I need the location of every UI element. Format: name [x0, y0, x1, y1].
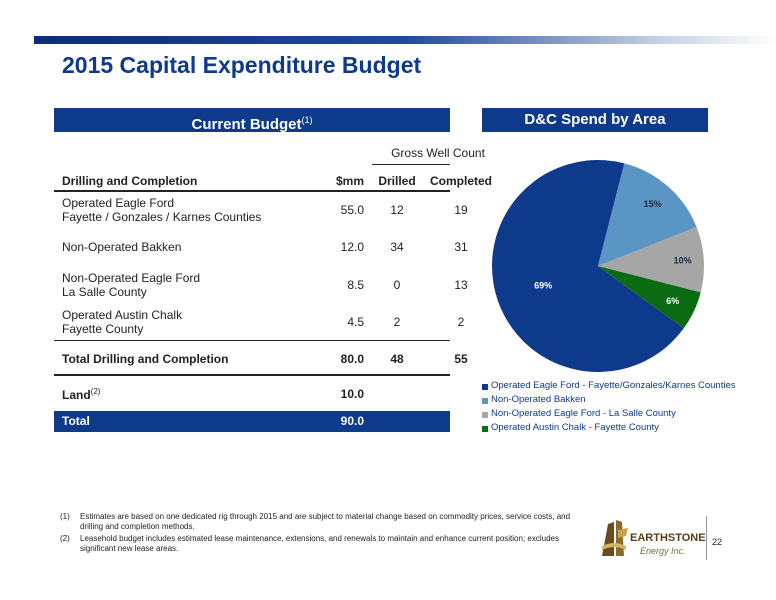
row-completed: 13 [454, 278, 468, 292]
column-header-name: Drilling and Completion [62, 174, 198, 188]
pie-data-label: 69% [534, 281, 552, 291]
row-name-line1: Operated Eagle Ford [62, 196, 175, 210]
legend-item: Non-Operated Eagle Ford - La Salle Count… [482, 408, 736, 422]
pie-data-label: 6% [666, 296, 679, 306]
land-name: Land [62, 388, 91, 402]
legend-swatch [482, 426, 488, 432]
footnote-2-text: Leasehold budget includes estimated leas… [80, 534, 559, 553]
land-mm: 10.0 [340, 387, 364, 401]
legend-item: Non-Operated Bakken [482, 394, 736, 408]
row-mm: 4.5 [347, 315, 364, 329]
subtotal-drilled: 48 [390, 352, 404, 366]
legend-swatch [482, 384, 488, 390]
legend-item: Operated Austin Chalk - Fayette County [482, 422, 736, 436]
group-header-rule [372, 164, 450, 165]
legend-swatch [482, 412, 488, 418]
row-mm: 8.5 [347, 278, 364, 292]
row-drilled: 0 [393, 278, 401, 292]
legend-label: Non-Operated Eagle Ford - La Salle Count… [491, 408, 676, 419]
total-row: Total 90.0 [54, 411, 450, 432]
subtotal-completed: 55 [454, 352, 468, 366]
column-header-mm: $mm [335, 174, 364, 188]
row-name-line1: Operated Austin Chalk [62, 308, 183, 322]
total-mm: 90.0 [340, 414, 364, 428]
legend-label: Operated Eagle Ford - Fayette/Gonzales/K… [491, 380, 736, 391]
current-budget-label: Current Budget [191, 116, 302, 133]
row-mm: 12.0 [340, 240, 364, 254]
pie-slice [492, 160, 684, 372]
pie-slice [598, 226, 704, 293]
logo-wordmark: EARTHSTONE [630, 532, 706, 544]
subtotal-name: Total Drilling and Completion [62, 352, 229, 366]
subtotal-mm: 80.0 [340, 352, 364, 366]
footnote-2-number: (2) [60, 534, 70, 543]
row-name-line2: Fayette / Gonzales / Karnes Counties [62, 210, 262, 224]
page-number: 22 [712, 537, 723, 547]
page-title: 2015 Capital Expenditure Budget [62, 52, 422, 78]
subtotal-top-rule [54, 340, 450, 341]
row-name-line1: Non-Operated Eagle Ford [62, 271, 201, 285]
footnote-ref-2: (2) [90, 387, 101, 396]
footnote-1: (1) Estimates are based on one dedicated… [60, 512, 580, 532]
row-completed: 31 [454, 240, 468, 254]
gross-well-count-header: Gross Well Count [391, 146, 485, 160]
logo-subtitle: Energy Inc. [640, 546, 686, 556]
header-rule [54, 190, 450, 192]
pie-legend: Operated Eagle Ford - Fayette/Gonzales/K… [482, 380, 736, 436]
earthstone-logo: EARTHSTONE Energy Inc. [602, 520, 706, 556]
pie-data-label: 15% [644, 199, 662, 209]
footnote-2: (2) Leasehold budget includes estimated … [60, 534, 580, 554]
row-name-line2: La Salle County [62, 285, 147, 299]
pie-data-label: 10% [674, 256, 692, 266]
logo-mark-icon [602, 520, 628, 556]
row-drilled: 2 [393, 315, 401, 329]
row-completed: 2 [457, 315, 465, 329]
footnote-1-number: (1) [60, 512, 70, 521]
top-accent-bar [34, 36, 776, 44]
pie-slice [598, 266, 701, 329]
footnote-1-text: Estimates are based on one dedicated rig… [80, 512, 571, 531]
logo-divider [706, 516, 707, 560]
footnotes: (1) Estimates are based on one dedicated… [60, 512, 580, 556]
current-budget-header: Current Budget(1) [54, 108, 450, 133]
pie-slice [598, 163, 697, 266]
column-header-drilled: Drilled [378, 174, 416, 188]
legend-label: Operated Austin Chalk - Fayette County [491, 422, 659, 433]
column-header-completed: Completed [429, 174, 492, 188]
row-name-line1: Non-Operated Bakken [62, 240, 182, 254]
total-name: Total [62, 414, 90, 428]
row-drilled: 12 [390, 203, 404, 217]
spend-by-area-header: D&C Spend by Area [482, 108, 708, 132]
legend-swatch [482, 398, 488, 404]
row-drilled: 34 [390, 240, 404, 254]
legend-item: Operated Eagle Ford - Fayette/Gonzales/K… [482, 380, 736, 394]
subtotal-bottom-rule [54, 374, 450, 376]
legend-label: Non-Operated Bakken [491, 394, 586, 405]
row-name-line2: Fayette County [62, 322, 144, 336]
row-mm: 55.0 [340, 203, 364, 217]
spend-pie-chart: 69% 15% 10% 6% [492, 160, 704, 372]
row-completed: 19 [454, 203, 468, 217]
footnote-ref-1: (1) [301, 115, 313, 125]
